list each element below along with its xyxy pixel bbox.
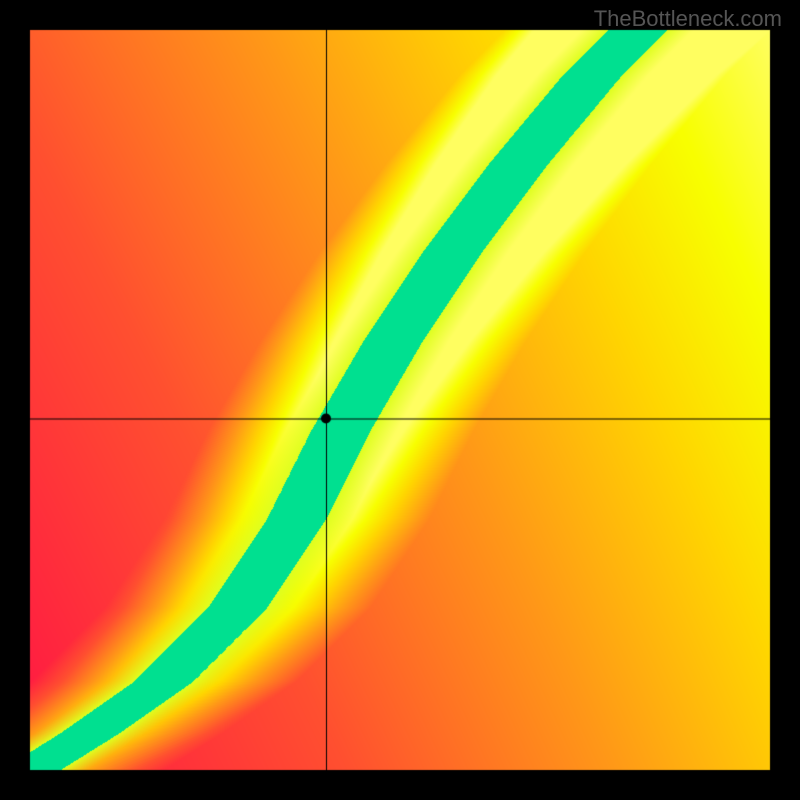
chart-container: TheBottleneck.com	[0, 0, 800, 800]
watermark-text: TheBottleneck.com	[594, 6, 782, 32]
heatmap-canvas	[0, 0, 800, 800]
